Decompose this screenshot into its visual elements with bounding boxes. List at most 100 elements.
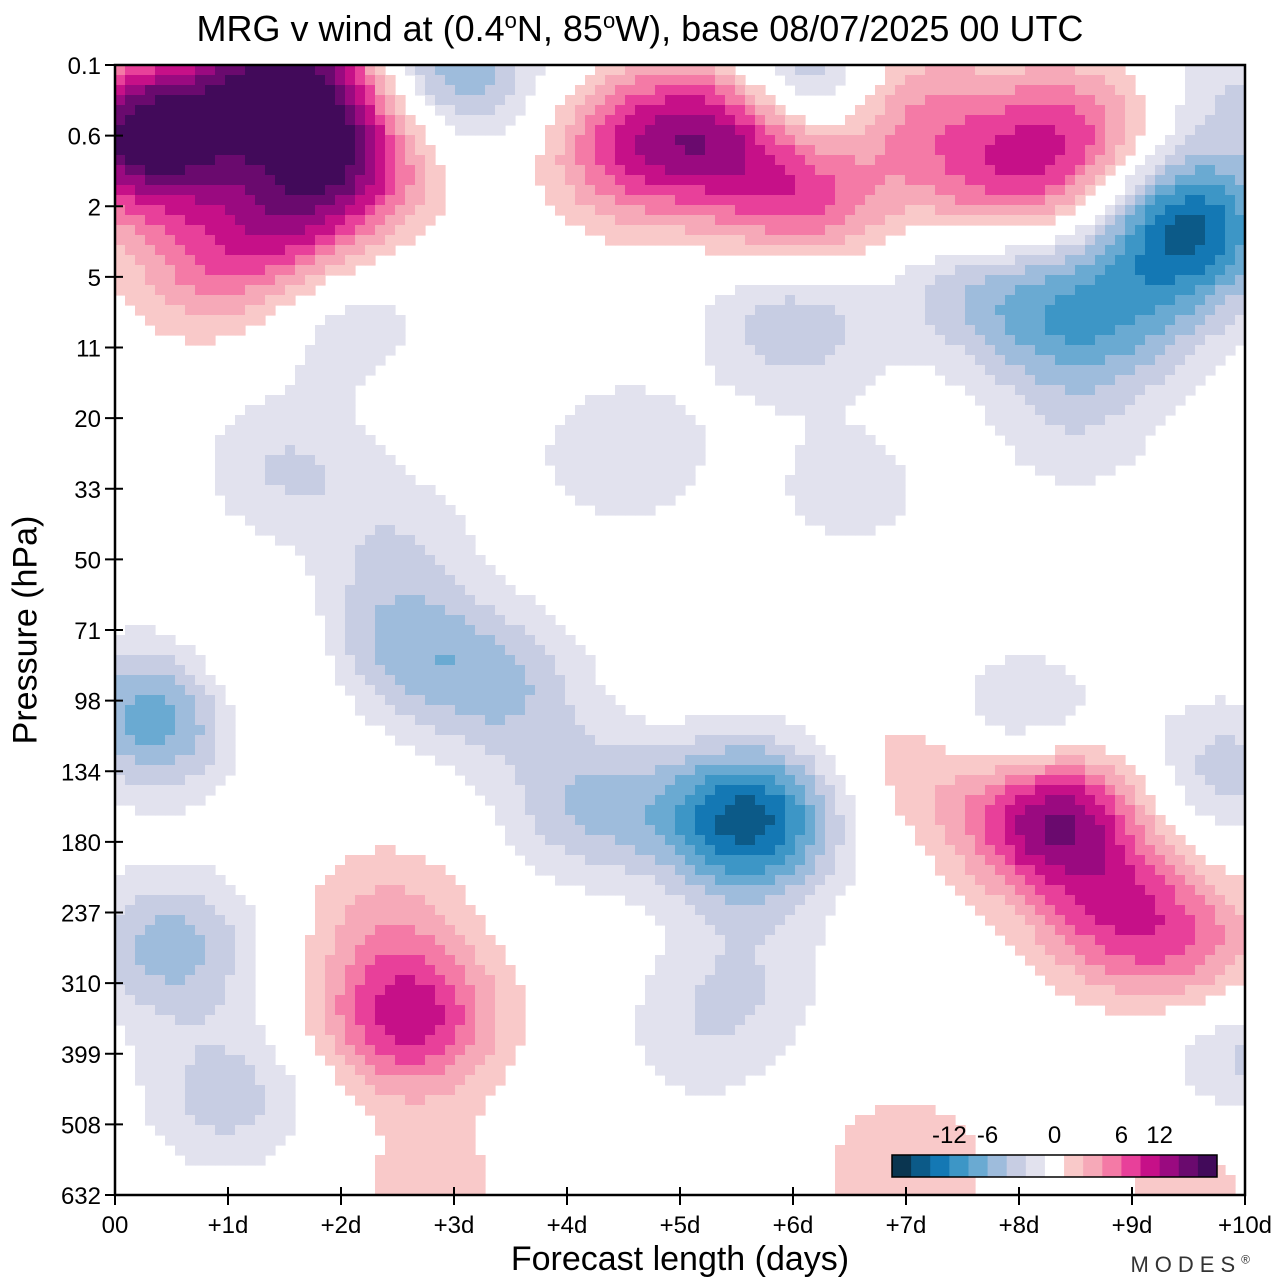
field-cell — [735, 725, 746, 736]
field-cell — [1105, 305, 1116, 316]
field-cell — [565, 775, 576, 786]
field-cell — [175, 735, 186, 746]
field-cell — [1175, 115, 1186, 126]
field-cell — [505, 765, 516, 776]
field-cell — [1105, 375, 1116, 386]
field-cell — [615, 85, 626, 96]
field-cell — [875, 85, 886, 96]
field-cell — [675, 745, 686, 756]
field-cell — [1125, 255, 1136, 266]
field-cell — [545, 695, 556, 706]
field-cell — [335, 365, 346, 376]
field-cell — [175, 775, 186, 786]
field-cell — [135, 205, 146, 216]
field-cell — [415, 65, 426, 76]
field-cell — [1195, 355, 1206, 366]
field-cell — [1085, 315, 1096, 326]
field-cell — [695, 125, 706, 136]
field-cell — [535, 765, 546, 776]
field-cell — [715, 185, 726, 196]
field-cell — [965, 855, 976, 866]
field-cell — [175, 685, 186, 696]
field-cell — [645, 85, 656, 96]
field-cell — [665, 75, 676, 86]
field-cell — [775, 775, 786, 786]
field-cell — [1195, 155, 1206, 166]
field-cell — [655, 145, 666, 156]
field-cell — [955, 295, 966, 306]
field-cell — [695, 105, 706, 116]
field-cell — [645, 95, 656, 106]
field-cell — [835, 155, 846, 166]
field-cell — [1025, 395, 1036, 406]
field-cell — [1185, 785, 1196, 796]
field-cell — [115, 755, 126, 766]
field-cell — [1005, 125, 1016, 136]
field-cell — [125, 665, 136, 676]
field-cell — [725, 805, 736, 816]
field-cell — [345, 595, 356, 606]
field-cell — [385, 525, 396, 536]
field-cell — [835, 825, 846, 836]
field-cell — [835, 435, 846, 446]
field-cell — [365, 645, 376, 656]
field-cell — [545, 755, 556, 766]
field-cell — [715, 835, 726, 846]
field-cell — [815, 445, 826, 456]
field-cell — [635, 75, 646, 86]
field-cell — [555, 445, 566, 456]
field-cell — [1105, 135, 1116, 146]
field-cell — [305, 125, 316, 136]
field-cell — [1015, 425, 1026, 436]
field-cell — [615, 855, 626, 866]
field-cell — [675, 85, 686, 96]
field-cell — [175, 745, 186, 756]
field-cell — [1055, 365, 1066, 376]
field-cell — [895, 295, 906, 306]
field-cell — [425, 165, 436, 176]
field-cell — [895, 165, 906, 176]
field-cell — [1235, 195, 1245, 206]
field-cell — [355, 525, 366, 536]
field-cell — [145, 685, 156, 696]
field-cell — [525, 805, 536, 816]
field-cell — [925, 65, 936, 76]
field-cell — [995, 155, 1006, 166]
field-cell — [1105, 775, 1116, 786]
field-cell — [1185, 225, 1196, 236]
field-cell — [265, 275, 276, 286]
field-cell — [1235, 125, 1245, 136]
field-cell — [145, 215, 156, 226]
field-cell — [1165, 845, 1176, 856]
field-cell — [525, 605, 536, 616]
field-cell — [175, 725, 186, 736]
field-cell — [465, 555, 476, 566]
field-cell — [1035, 835, 1046, 846]
field-cell — [515, 645, 526, 656]
field-cell — [1145, 835, 1156, 846]
field-cell — [685, 175, 696, 186]
field-cell — [635, 845, 646, 856]
field-cell — [905, 205, 916, 216]
field-cell — [905, 785, 916, 796]
field-cell — [1235, 95, 1245, 106]
field-cell — [625, 75, 636, 86]
field-cell — [925, 145, 936, 156]
field-cell — [625, 425, 636, 436]
field-cell — [975, 285, 986, 296]
field-cell — [125, 65, 136, 76]
field-cell — [615, 725, 626, 736]
field-cell — [255, 185, 266, 196]
field-cell — [155, 75, 166, 86]
field-cell — [875, 145, 886, 156]
field-cell — [1075, 455, 1086, 466]
field-cell — [435, 645, 446, 656]
field-cell — [245, 295, 256, 306]
field-cell — [865, 205, 876, 216]
field-cell — [1195, 775, 1206, 786]
field-cell — [1075, 155, 1086, 166]
field-cell — [1045, 795, 1056, 806]
field-cell — [665, 395, 676, 406]
field-cell — [575, 815, 586, 826]
field-cell — [215, 475, 226, 486]
